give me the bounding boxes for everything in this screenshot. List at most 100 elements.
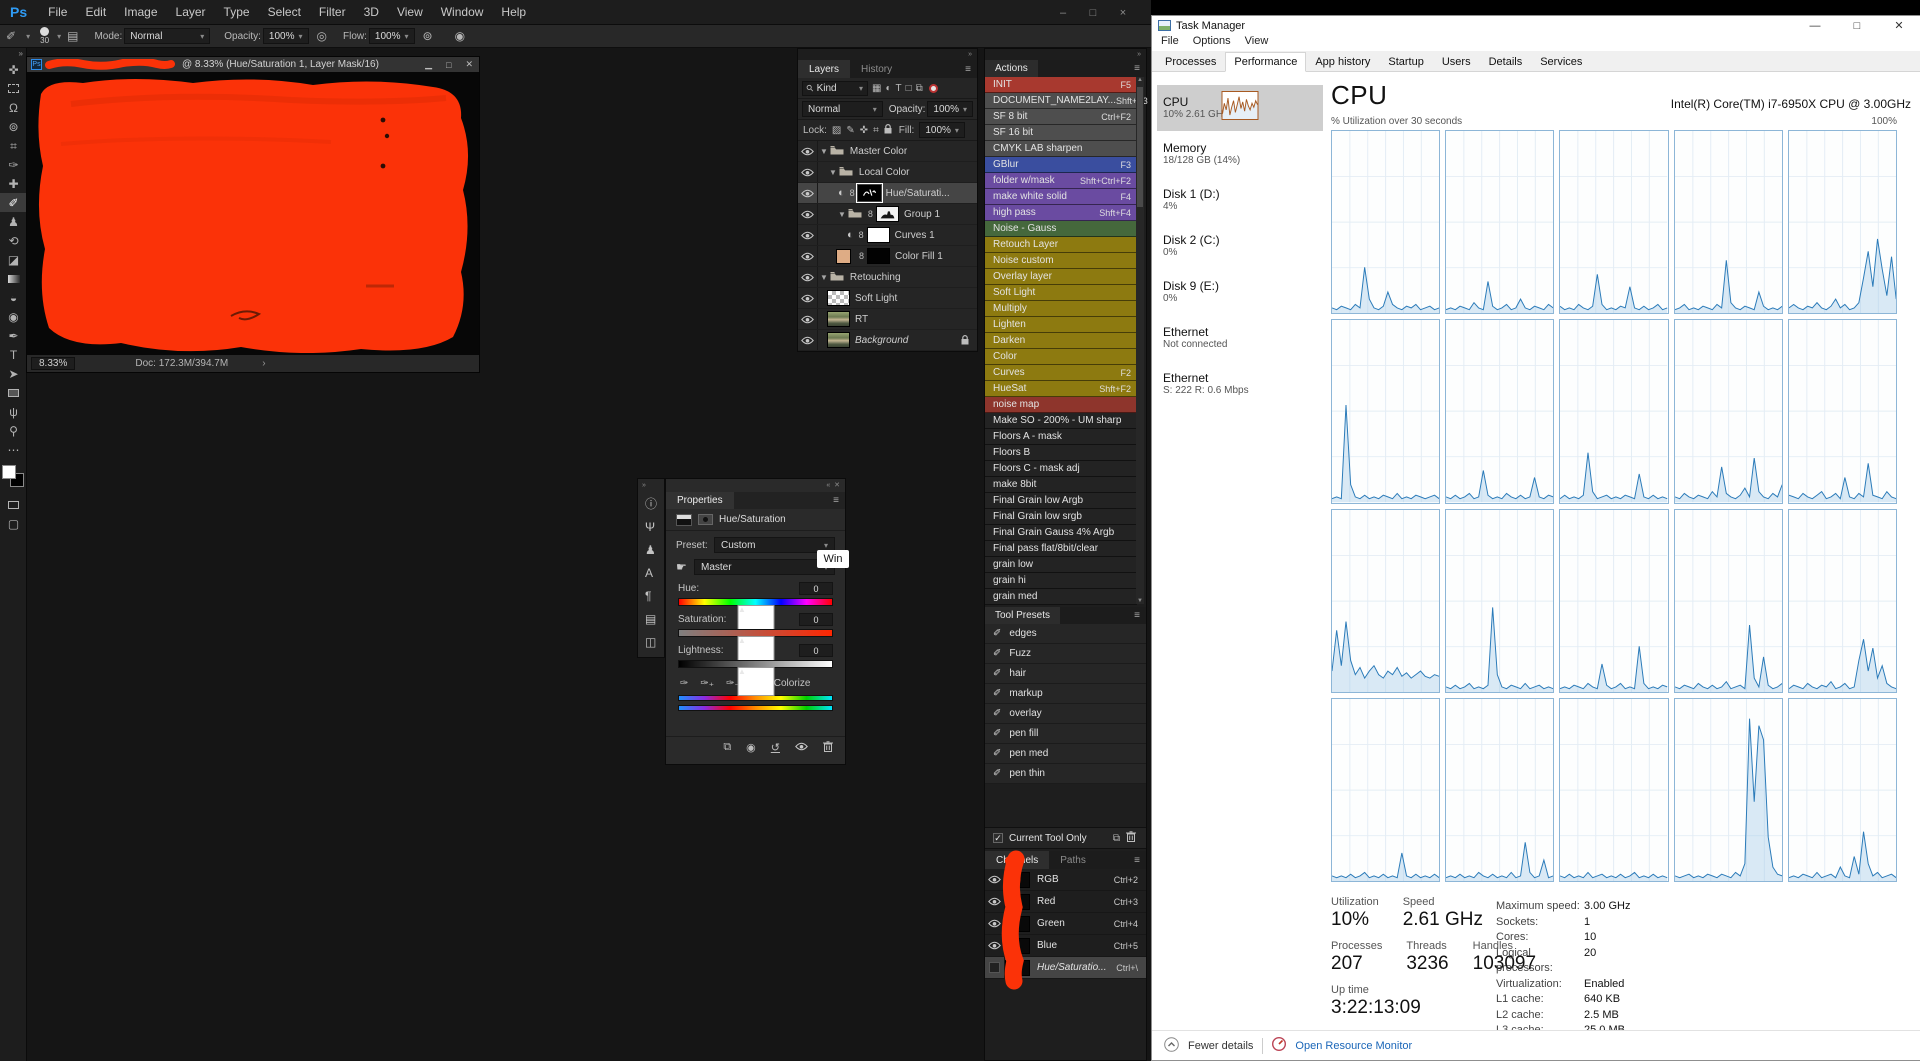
tm-title-bar[interactable]: Task Manager — □ ✕ [1152, 16, 1920, 35]
brush-preset-picker[interactable]: 30 [40, 27, 50, 45]
eyedropper-icon[interactable]: ✑ [680, 678, 689, 689]
layer-thumbnail[interactable] [827, 332, 850, 348]
tool-preset-row[interactable]: ✐ pen thin [985, 764, 1146, 784]
tm-tab-performance[interactable]: Performance [1225, 52, 1307, 72]
tab-history[interactable]: History [861, 63, 893, 75]
lock-paint-icon[interactable]: ✎ [846, 124, 855, 136]
layer-visibility-eye-icon[interactable] [798, 288, 818, 308]
sidebar-item-disk-9-e-[interactable]: Disk 9 (E:) 0% [1157, 91, 1323, 315]
layer-row[interactable]: ◐ 8 Curves 1 [798, 225, 977, 246]
chevron-down-icon[interactable]: ▼ [838, 209, 846, 219]
action-item[interactable]: SF 16 bit [985, 125, 1137, 141]
action-item[interactable]: Floors B [985, 445, 1137, 461]
action-item[interactable]: Overlay layer [985, 269, 1137, 285]
action-item[interactable]: Multiply [985, 301, 1137, 317]
pressure-opacity-icon[interactable]: ◎ [316, 29, 327, 43]
slider-value-field[interactable]: 0 [799, 644, 833, 657]
menu-item-help[interactable]: Help [501, 5, 527, 19]
dock-collapse-icon[interactable]: » [798, 49, 977, 60]
view-previous-state-icon[interactable]: ◉ [746, 742, 756, 754]
sidebar-item-ethernet[interactable]: Ethernet S: 222 R: 0.6 Mbps [1157, 91, 1323, 407]
channel-row[interactable]: Red Ctrl+3 [985, 891, 1146, 913]
move-tool[interactable]: ✜ [8, 62, 19, 77]
filter-adjustment-icon[interactable]: ◐ [885, 82, 892, 94]
paragraph-styles-icon[interactable]: ▤ [644, 611, 657, 626]
doc-maximize-icon[interactable]: □ [446, 59, 452, 70]
layer-mask-thumbnail[interactable] [867, 248, 891, 264]
layers-opacity-select[interactable]: 100% ▾ [927, 101, 973, 117]
tool-preset-row[interactable]: ✐ pen med [985, 744, 1146, 764]
tm-tab-details[interactable]: Details [1488, 56, 1523, 68]
tm-menu-view[interactable]: View [1244, 35, 1269, 47]
fill-select[interactable]: 100% ▾ [919, 122, 965, 138]
tab-properties[interactable]: Properties [666, 492, 734, 509]
channel-row[interactable]: Hue/Saturatio... Ctrl+\ [985, 957, 1146, 979]
tm-menu-file[interactable]: File [1161, 35, 1179, 47]
open-resource-monitor-link[interactable]: Open Resource Monitor [1295, 1039, 1413, 1052]
clone-source-icon[interactable]: ♟ [644, 542, 656, 557]
sidebar-item-disk-1-d-[interactable]: Disk 1 (D:) 4% [1157, 91, 1323, 223]
edit-toolbar[interactable]: ⋯ [7, 442, 20, 457]
sidebar-item-ethernet[interactable]: Ethernet Not connected [1157, 91, 1323, 361]
brush-tool[interactable]: ✐ [0, 193, 27, 212]
action-item[interactable]: GBlur F3 [985, 157, 1137, 173]
tool-preset-row[interactable]: ✐ edges [985, 624, 1146, 644]
tool-preset-row[interactable]: ✐ overlay [985, 704, 1146, 724]
menu-item-type[interactable]: Type [223, 5, 250, 19]
eyedropper-tool[interactable]: ✑ [8, 157, 19, 172]
action-item[interactable]: INIT F5 [985, 77, 1137, 93]
menu-item-image[interactable]: Image [124, 5, 158, 19]
tm-tab-app-history[interactable]: App history [1315, 56, 1371, 68]
path-select-tool[interactable]: ➤ [8, 366, 19, 381]
history-brush-tool[interactable]: ⟲ [8, 233, 19, 248]
action-item[interactable]: DOCUMENT_NAME2LAY... Shft+F3 [985, 93, 1148, 109]
layer-visibility-eye-icon[interactable] [798, 162, 818, 182]
channel-visibility-eye-icon[interactable] [985, 891, 1005, 912]
color-wells[interactable] [2, 465, 24, 487]
layer-row[interactable]: Background [798, 330, 977, 351]
layer-mask-thumbnail[interactable] [855, 183, 883, 203]
layer-comps-icon[interactable]: ◫ [644, 634, 657, 649]
channel-row[interactable]: Blue Ctrl+5 [985, 935, 1146, 957]
layer-visibility-eye-icon[interactable] [798, 267, 818, 287]
tab-tool-presets[interactable]: Tool Presets [985, 607, 1061, 624]
tool-preset-row[interactable]: ✐ hair [985, 664, 1146, 684]
slider-value-field[interactable]: 0 [799, 582, 833, 595]
canvas[interactable] [27, 72, 479, 355]
eyedropper-subtract-icon[interactable]: ✑₋ [726, 678, 740, 689]
hand-tool[interactable]: ψ [9, 404, 18, 419]
blend-mode-select[interactable]: Normal ▾ [124, 28, 211, 44]
actions-scrollbar[interactable]: ▲ ▼ [1136, 77, 1144, 604]
layer-row[interactable]: 8 Color Fill 1 [798, 246, 977, 267]
action-item[interactable]: Floors A - mask [985, 429, 1137, 445]
flow-select[interactable]: 100% ▾ [368, 28, 415, 44]
eyedropper-add-icon[interactable]: ✑₊ [700, 678, 715, 689]
zoom-tool[interactable]: ⚲ [9, 423, 18, 438]
eraser-tool[interactable]: ◪ [7, 252, 20, 267]
dodge-tool[interactable]: ◉ [8, 309, 19, 324]
channel-row[interactable]: RGB Ctrl+2 [985, 869, 1146, 891]
sidebar-item-disk-2-c-[interactable]: Disk 2 (C:) 0% [1157, 91, 1323, 269]
tab-actions[interactable]: Actions [985, 60, 1038, 77]
reset-icon[interactable]: ↺ [770, 742, 780, 754]
layer-visibility-eye-icon[interactable] [798, 204, 818, 224]
slider-track[interactable]: ▲ [678, 660, 833, 696]
clone-stamp-tool[interactable]: ♟ [8, 214, 19, 229]
action-item[interactable]: grain med [985, 589, 1137, 605]
panel-close-icon[interactable]: ✕ [834, 482, 840, 489]
action-item[interactable]: Soft Light [985, 285, 1137, 301]
slider-track[interactable]: ▲ [678, 629, 833, 665]
character-icon[interactable]: A [644, 565, 653, 580]
clip-to-layer-icon[interactable]: ⧉ [723, 741, 732, 753]
channel-visibility-eye-icon[interactable] [985, 935, 1005, 956]
action-item[interactable]: HueSat Shft+F2 [985, 381, 1137, 397]
action-item[interactable]: Final pass flat/8bit/clear [985, 541, 1137, 557]
action-item[interactable]: Final Grain low srgb [985, 509, 1137, 525]
tab-layers[interactable]: Layers [798, 60, 851, 78]
delete-preset-icon[interactable] [1126, 831, 1136, 845]
layer-row[interactable]: RT [798, 309, 977, 330]
layer-row[interactable]: ▼ Local Color [798, 162, 977, 183]
action-item[interactable]: Retouch Layer [985, 237, 1137, 253]
mask-properties-icon[interactable] [698, 514, 713, 525]
layer-visibility-eye-icon[interactable] [798, 225, 818, 245]
